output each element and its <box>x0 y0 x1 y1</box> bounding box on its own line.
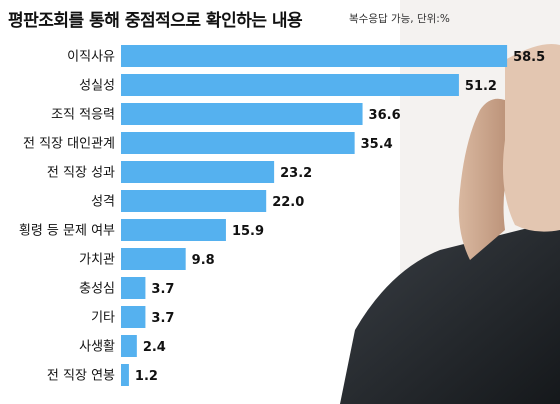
value-label-6: 15.9 <box>232 224 264 239</box>
category-label-7: 가치관 <box>79 253 115 268</box>
category-label-8: 충성심 <box>79 282 115 297</box>
category-label-11: 전 직장 연봉 <box>47 369 115 384</box>
value-label-11: 1.2 <box>135 369 158 384</box>
category-label-1: 성실성 <box>79 79 115 94</box>
bar-9 <box>121 306 146 328</box>
value-label-9: 3.7 <box>151 311 174 326</box>
value-label-2: 36.6 <box>369 108 401 123</box>
label-panel <box>0 42 121 390</box>
category-label-10: 사생활 <box>79 340 115 355</box>
value-label-3: 35.4 <box>361 137 393 152</box>
bar-4 <box>121 161 275 183</box>
chart-note: 복수응답 가능, 단위:% <box>349 13 450 25</box>
bar-1 <box>121 74 459 96</box>
value-label-5: 22.0 <box>272 195 304 210</box>
value-label-1: 51.2 <box>465 79 497 94</box>
bar-6 <box>121 219 226 241</box>
bar-0 <box>121 45 508 67</box>
value-label-7: 9.8 <box>192 253 215 268</box>
category-label-9: 기타 <box>91 311 115 326</box>
value-label-0: 58.5 <box>513 50 545 65</box>
suit-shape <box>340 220 560 404</box>
category-label-0: 이직사유 <box>67 50 115 65</box>
face-shape <box>502 44 560 232</box>
chart-title: 평판조회를 통해 중점적으로 확인하는 내용 <box>8 11 303 31</box>
category-label-4: 전 직장 성과 <box>47 166 115 181</box>
category-label-3: 전 직장 대인관계 <box>23 137 115 152</box>
bar-11 <box>121 364 129 386</box>
bar-7 <box>121 248 186 270</box>
value-label-8: 3.7 <box>151 282 174 297</box>
bar-10 <box>121 335 137 357</box>
bar-8 <box>121 277 146 299</box>
bar-5 <box>121 190 267 212</box>
category-label-2: 조직 적응력 <box>51 108 115 123</box>
category-label-5: 성격 <box>91 195 115 210</box>
bar-2 <box>121 103 363 125</box>
hand-shape <box>458 98 512 260</box>
value-label-10: 2.4 <box>143 340 166 355</box>
category-label-6: 횡령 등 문제 여부 <box>19 224 115 239</box>
value-label-4: 23.2 <box>280 166 312 181</box>
bar-3 <box>121 132 355 154</box>
